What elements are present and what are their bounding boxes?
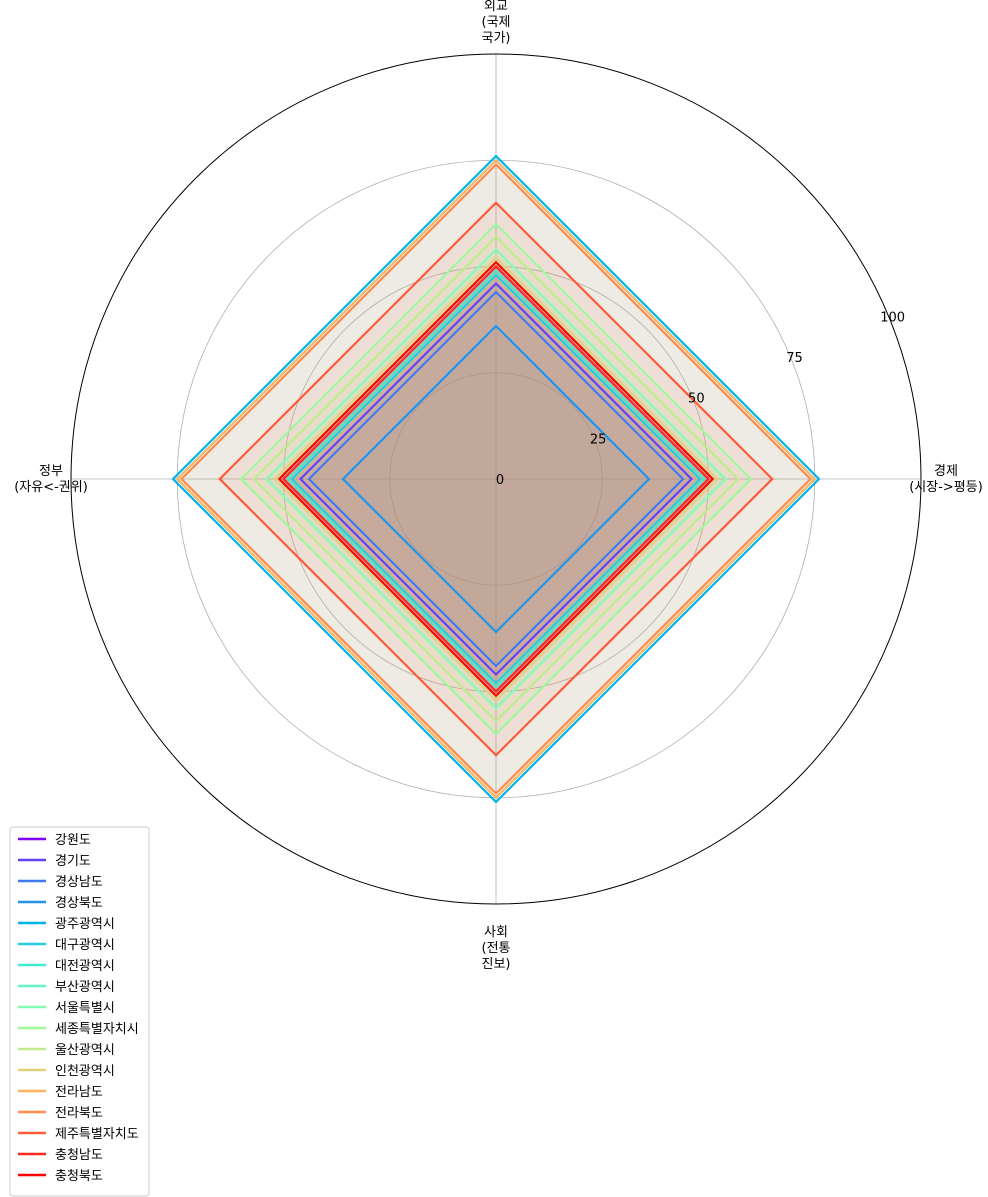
radial-tick-label: 75	[786, 351, 803, 366]
series-line	[277, 260, 715, 698]
axis-label-line: 외교	[484, 0, 508, 14]
legend-item: 울산광역시	[18, 1043, 115, 1058]
axis-label-line: 정부	[39, 464, 63, 479]
legend-label: 경상남도	[55, 875, 103, 890]
legend-item: 경상남도	[18, 875, 103, 890]
polar-frame	[70, 53, 922, 905]
series-line	[281, 264, 711, 694]
legend-label: 광주광역시	[55, 917, 115, 932]
axis-label: 경제(시장->평등)	[909, 464, 983, 495]
radial-tick-label: 25	[590, 432, 607, 447]
legend-label: 전라북도	[55, 1106, 103, 1121]
circular-gridline	[389, 372, 603, 586]
legend-item: 서울특별시	[18, 1001, 115, 1016]
series-line	[290, 273, 702, 685]
series-lines	[171, 154, 821, 804]
legend-item: 대구광역시	[18, 938, 115, 953]
series-line	[218, 201, 774, 757]
axis-label-line: 국가)	[482, 31, 511, 46]
legend-item: 충청북도	[18, 1169, 103, 1184]
legend-label: 제주특별자치도	[55, 1127, 139, 1142]
legend-item: 전라북도	[18, 1106, 103, 1121]
axis-label-line: 경제	[934, 464, 958, 479]
legend-item: 경상북도	[18, 896, 103, 911]
series-line	[307, 290, 685, 668]
legend-item: 경기도	[18, 854, 91, 869]
series-line	[264, 247, 728, 711]
legend-label: 경기도	[55, 854, 91, 869]
series-line	[171, 154, 821, 804]
series-line	[286, 269, 706, 689]
axis-label-line: (시장->평등)	[909, 480, 983, 495]
legend-label: 충청남도	[55, 1148, 103, 1163]
legend-label: 경상북도	[55, 896, 103, 911]
series-line	[298, 281, 694, 677]
series-line	[341, 324, 651, 634]
legend-label: 전라남도	[55, 1085, 103, 1100]
legend-item: 부산광역시	[18, 980, 115, 995]
legend: 강원도경기도경상남도경상북도광주광역시대구광역시대전광역시부산광역시서울특별시세…	[9, 826, 150, 1197]
radial-tick-label: 100	[880, 310, 905, 325]
axis-label-line: 사회	[484, 925, 508, 940]
radial-tick-label: 50	[688, 392, 705, 407]
legend-label: 대구광역시	[55, 938, 115, 953]
legend-label: 부산광역시	[55, 980, 115, 995]
legend-item: 충청남도	[18, 1148, 103, 1163]
series-line	[273, 256, 719, 702]
legend-item: 인천광역시	[18, 1064, 115, 1079]
legend-item: 대전광역시	[18, 959, 115, 974]
legend-item: 전라남도	[18, 1085, 103, 1100]
legend-label: 세종특별자치시	[55, 1022, 139, 1037]
legend-label: 강원도	[55, 833, 91, 848]
axis-label-line: (전통	[482, 941, 511, 956]
outer-frame	[70, 53, 922, 905]
legend-label: 서울특별시	[55, 1001, 115, 1016]
axis-label-line: (국제	[482, 15, 511, 30]
axis-label-line: 진보)	[482, 957, 511, 972]
axis-label-line: (자유<-권위)	[14, 480, 88, 495]
legend-item: 광주광역시	[18, 917, 115, 932]
legend-item: 강원도	[18, 833, 91, 848]
legend-label: 충청북도	[55, 1169, 103, 1184]
series-line	[252, 235, 740, 723]
legend-box	[9, 826, 150, 1197]
legend-item: 제주특별자치도	[18, 1127, 139, 1142]
legend-label: 울산광역시	[55, 1043, 115, 1058]
series-line	[239, 222, 753, 736]
legend-label: 대전광역시	[55, 959, 115, 974]
series-line	[179, 162, 813, 796]
radial-tick-label: 0	[496, 473, 504, 488]
legend-item: 세종특별자치시	[18, 1022, 139, 1037]
series-line	[175, 158, 817, 800]
legend-label: 인천광역시	[55, 1064, 115, 1079]
axis-label: 정부(자유<-권위)	[14, 464, 88, 495]
